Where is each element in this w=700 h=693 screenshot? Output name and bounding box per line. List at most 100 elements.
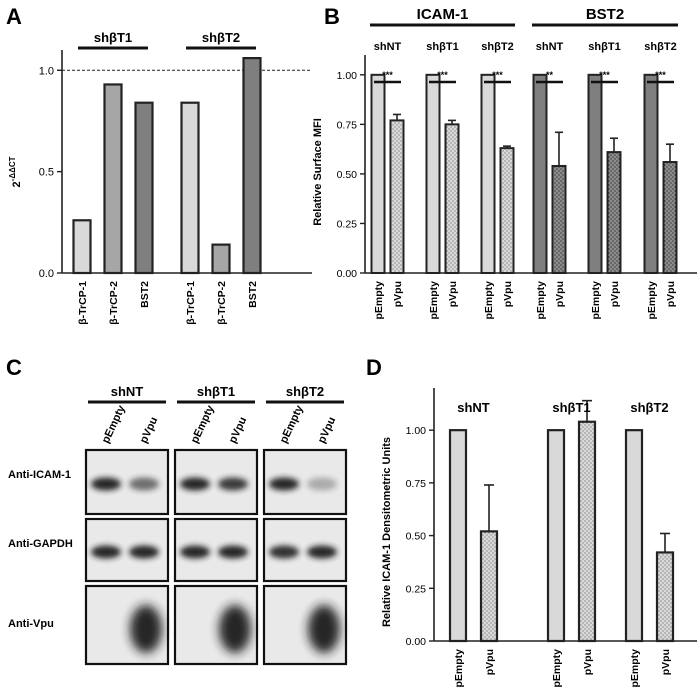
panel-d-bar <box>546 429 566 643</box>
panel-b-bar <box>444 123 460 275</box>
panel-d-chart: 0.00 0.25 0.50 0.75 1.00 pEmpty pVpu pEmpty pVp… <box>381 388 697 688</box>
panel-b-bar <box>606 151 622 274</box>
panel-d-category-label: pVpu <box>484 649 496 675</box>
panel-b-category-label: pEmpty <box>483 281 495 320</box>
blot-row-label: Anti-GAPDH <box>8 538 73 550</box>
panel-a-ylabel: 2-ΔΔCT <box>8 156 23 187</box>
blot-row-label: Anti-Vpu <box>8 618 54 630</box>
panel-a-bar <box>103 83 123 275</box>
panel-b-category-label: pVpu <box>554 281 566 307</box>
blot-row-label: Anti-ICAM-1 <box>8 469 71 481</box>
panel-b-group-label: ICAM-1 <box>417 6 469 23</box>
blot-band <box>218 545 248 559</box>
blot-band <box>307 477 337 491</box>
panel-b-category-label: pVpu <box>665 281 677 307</box>
panel-a-chart: 0.0 0.5 1.0 β-TrCP-1 β-TrCP-2 BST2 β-TrCP-1 β-… <box>8 30 312 325</box>
blot-band <box>180 545 210 559</box>
panel-b-bar <box>480 73 496 275</box>
panel-a-category-label: β-TrCP-1 <box>77 281 89 325</box>
blot-band <box>219 605 251 653</box>
panel-a-y-tick-label: 1.0 <box>39 65 54 77</box>
panel-b-bar <box>499 147 515 275</box>
panel-b-bar <box>587 73 603 275</box>
panel-a-category-label: BST2 <box>139 281 151 308</box>
panel-b-y-tick-label: 0.25 <box>337 218 358 230</box>
panel-d-y-tick-label: 0.75 <box>406 478 427 490</box>
panel-a-category-label: BST2 <box>247 281 259 308</box>
panel-b-category-label: pVpu <box>392 281 404 307</box>
blot-band <box>91 477 121 491</box>
panel-b-chart: 0.00 0.25 0.50 0.75 1.00 pEmpty pVpu pEmpty pVp… <box>312 6 697 320</box>
panel-d-bar <box>655 551 675 643</box>
blot-band <box>91 545 121 559</box>
panel-b-bar <box>370 73 386 275</box>
blot-lane-label: pEmpty <box>278 403 306 445</box>
blot-band <box>129 477 159 491</box>
blot-band <box>308 605 340 653</box>
panel-b-bar <box>389 119 405 275</box>
panel-d-group-label: shβT2 <box>630 400 668 415</box>
panel-b-subgroup-label: shβT1 <box>426 41 458 53</box>
panel-b-y-tick-label: 1.00 <box>337 70 358 82</box>
panel-d-category-label: pEmpty <box>629 649 641 688</box>
panel-b-category-label: pEmpty <box>646 281 658 320</box>
blot-band <box>129 545 159 559</box>
panel-a-bar <box>72 219 92 275</box>
blot-band <box>130 605 162 653</box>
panel-label-c: C <box>6 355 22 380</box>
panel-b-category-label: pEmpty <box>373 281 385 320</box>
panel-d-bar <box>577 420 597 643</box>
panel-b-significance-label: *** <box>655 70 666 80</box>
panel-b-y-tick-label: 0.50 <box>337 169 358 181</box>
panel-a-ylabel-exp: -ΔΔCT <box>8 156 17 181</box>
panel-a-y-tick-label: 0.0 <box>39 268 54 280</box>
panel-d-y-tick-label: 0.50 <box>406 531 427 543</box>
panel-d-group-label: shβT1 <box>552 400 590 415</box>
panel-d-category-label: pVpu <box>660 649 672 675</box>
panel-label-a: A <box>6 4 22 29</box>
panel-b-significance-label: *** <box>382 70 393 80</box>
panel-b-y-tick-label: 0.75 <box>337 119 358 131</box>
panel-a-bar <box>180 101 200 275</box>
panel-d-category-label: pEmpty <box>453 649 465 688</box>
blot-group-label: shβT2 <box>286 384 324 399</box>
panel-label-b: B <box>324 4 340 29</box>
panel-b-ylabel: Relative Surface MFI <box>312 118 324 226</box>
panel-b-category-label: pVpu <box>609 281 621 307</box>
panel-a-category-label: β-TrCP-2 <box>108 281 120 325</box>
panel-d-y-tick-label: 1.00 <box>406 425 427 437</box>
panel-d-bar <box>624 429 644 643</box>
panel-a-category-label: β-TrCP-2 <box>216 281 228 325</box>
panel-d-group-label: shNT <box>457 400 490 415</box>
panel-d-category-label: pEmpty <box>551 649 563 688</box>
panel-a-ylabel-base: 2 <box>11 181 23 187</box>
panel-b-bar <box>662 161 678 275</box>
panel-b-subgroup-label: shNT <box>374 41 402 53</box>
panel-b-bar <box>643 73 659 275</box>
blot-band <box>269 477 299 491</box>
panel-a-bar <box>242 57 262 275</box>
panel-b-subgroup-label: shNT <box>536 41 564 53</box>
panel-d-y-tick-label: 0.25 <box>406 583 427 595</box>
panel-b-category-label: pEmpty <box>428 281 440 320</box>
panel-label-d: D <box>366 355 382 380</box>
panel-b-bar <box>551 164 567 274</box>
blot-band <box>269 545 299 559</box>
panel-b-significance-label: ** <box>546 70 554 80</box>
blot-group-label: shβT1 <box>197 384 235 399</box>
blot-lane-label: pVpu <box>316 415 338 445</box>
panel-a-bar <box>134 101 154 275</box>
panel-d-ylabel: Relative ICAM-1 Densitometric Units <box>381 437 393 627</box>
panel-b-group-label: BST2 <box>586 6 624 23</box>
panel-b-y-tick-label: 0.00 <box>337 268 358 280</box>
blot-group-label: shNT <box>111 384 144 399</box>
panel-b-subgroup-label: shβT2 <box>481 41 513 53</box>
blot-band <box>218 477 248 491</box>
panel-b-category-label: pEmpty <box>590 281 602 320</box>
panel-b-subgroup-label: shβT1 <box>588 41 620 53</box>
panel-b-significance-label: *** <box>599 70 610 80</box>
blot-band <box>307 545 337 559</box>
panel-b-bar <box>425 73 441 275</box>
panel-d-category-label: pVpu <box>582 649 594 675</box>
